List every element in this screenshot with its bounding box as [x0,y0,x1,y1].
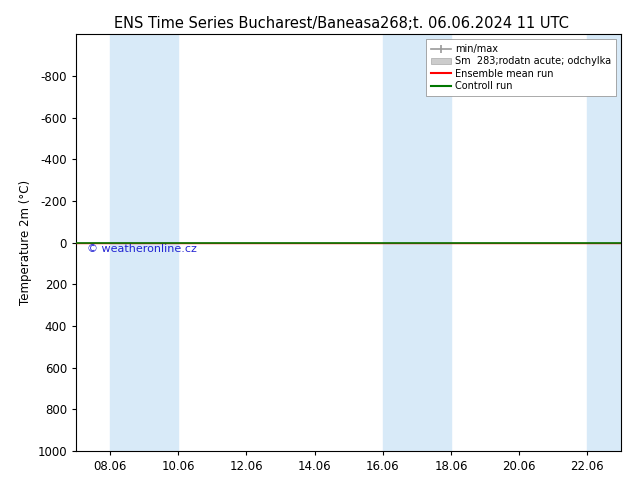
Legend: min/max, Sm  283;rodatn acute; odchylka, Ensemble mean run, Controll run: min/max, Sm 283;rodatn acute; odchylka, … [426,39,616,96]
Y-axis label: Temperature 2m (°C): Temperature 2m (°C) [19,180,32,305]
Text: ENS Time Series Bucharest/Baneasa: ENS Time Series Bucharest/Baneasa [114,16,380,31]
Bar [110,34,178,451]
Text: 268;t. 06.06.2024 11 UTC: 268;t. 06.06.2024 11 UTC [380,16,569,31]
Text: © weatheronline.cz: © weatheronline.cz [87,244,197,254]
Bar [383,34,451,451]
Bar [587,34,621,451]
